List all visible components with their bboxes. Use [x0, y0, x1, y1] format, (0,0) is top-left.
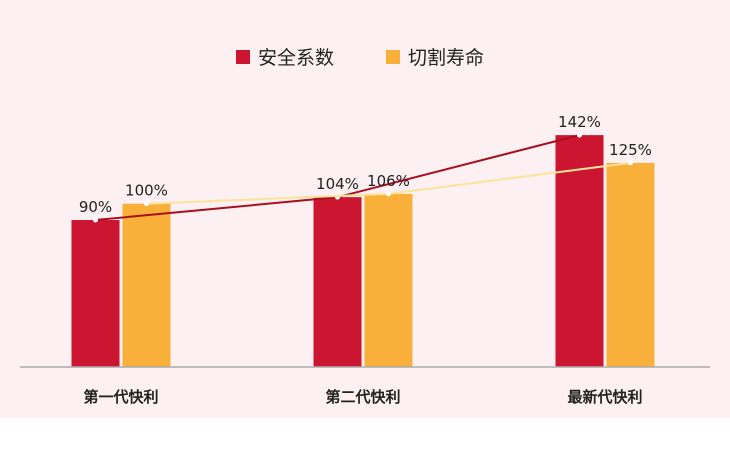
trend-point-life-2 [628, 160, 633, 166]
trend-point-life-0 [144, 201, 149, 207]
bar-safety-0 [71, 220, 120, 367]
trend-lines [93, 132, 633, 223]
value-label-life-0: 100% [125, 182, 168, 200]
category-labels: 第一代快利 第二代快利 最新代快利 [83, 388, 642, 406]
value-label-safety-2: 142% [558, 113, 601, 131]
bar-safety-1 [313, 197, 362, 367]
legend-label-safety: 安全系数 [258, 47, 334, 69]
bar-life-1 [364, 193, 413, 367]
trend-point-life-1 [386, 191, 391, 197]
bar-chart: 安全系数 切割寿命 90%100% 104% 106%142%125% 第一代快利第… [20, 47, 710, 406]
legend: 安全系数 切割寿命 [236, 47, 484, 69]
legend-label-life: 切割寿命 [408, 47, 484, 69]
value-label-life-1: 106% [367, 172, 410, 190]
bar-life-2 [606, 162, 655, 367]
legend-swatch-life [386, 50, 400, 64]
category-label-2: 最新代快利 [567, 388, 642, 406]
legend-swatch-safety [236, 50, 250, 64]
value-label-safety-0: 90% [79, 198, 112, 216]
value-label-safety-1: 104% [316, 175, 359, 193]
trend-point-safety-0 [93, 217, 98, 223]
value-labels: 90% 100% 104% 106% 142% 125% [79, 113, 652, 216]
bar-life-0 [122, 203, 171, 367]
bar-safety-2 [555, 135, 604, 367]
chart-panel: 安全系数 切割寿命 90% 100% 104% 106% 142% 125% 第一代快利第… [0, 0, 730, 418]
category-label-1: 第二代快利 [325, 388, 400, 406]
bars-group [71, 135, 655, 367]
trend-point-safety-2 [577, 132, 582, 138]
category-label-0: 第一代快利 [83, 388, 158, 406]
value-label-life-2: 125% [609, 141, 652, 159]
